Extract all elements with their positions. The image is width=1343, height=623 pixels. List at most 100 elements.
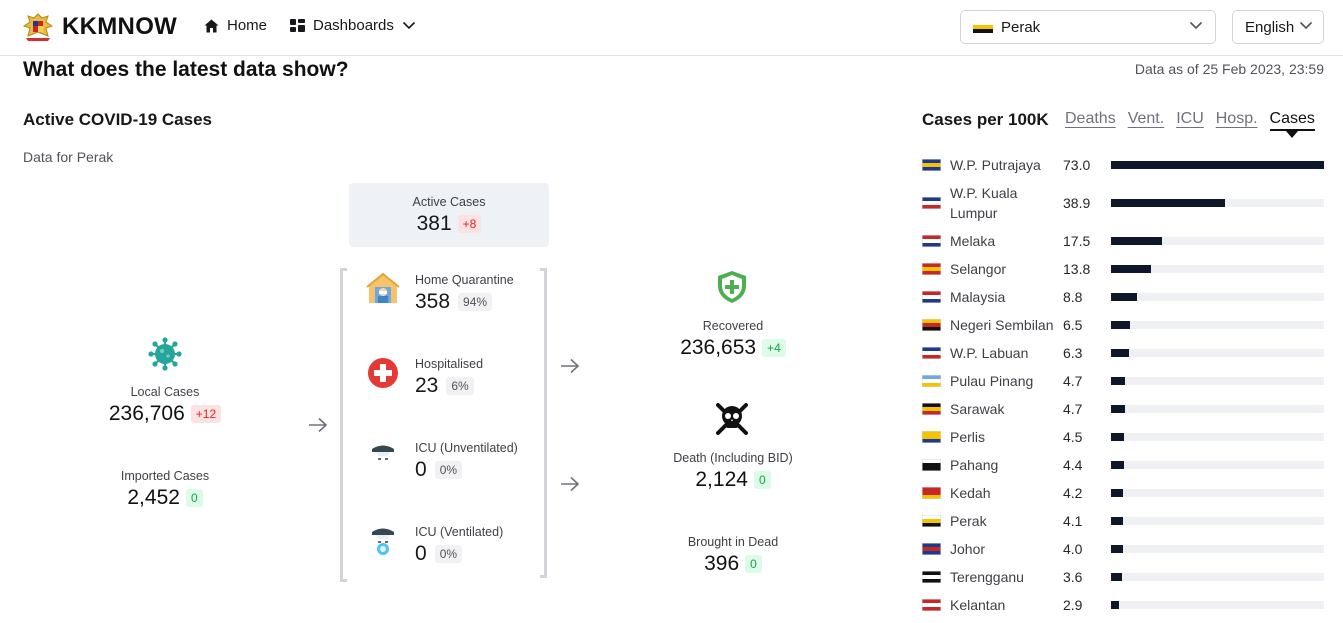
tab-cases[interactable]: Cases xyxy=(1269,110,1315,138)
ranking-bar xyxy=(1111,377,1125,385)
imported-cases-stat: Imported Cases 2,452 0 xyxy=(80,469,250,510)
brought-in-dead-delta: 0 xyxy=(745,555,762,573)
cases-panel-title: Active COVID-19 Cases xyxy=(23,110,212,129)
ranking-state-name: W.P. Putrajaya xyxy=(950,157,1041,173)
nav-home-label: Home xyxy=(227,17,268,34)
icu-unventilated-stat: ICU (Unventilated) 0 0% xyxy=(366,438,536,488)
brand[interactable]: KKMNOW xyxy=(22,12,177,42)
state-flag-icon xyxy=(922,515,941,527)
ranking-bar-track xyxy=(1111,545,1324,553)
ranking-value: 4.2 xyxy=(1063,485,1083,501)
ranking-bar xyxy=(1111,293,1137,301)
language-select[interactable]: English xyxy=(1232,10,1324,44)
cases-panel-subtitle: Data for Perak xyxy=(23,149,114,165)
ranking-bar-track xyxy=(1111,199,1324,207)
tab-hosp[interactable]: Hosp. xyxy=(1215,110,1258,127)
nav-home[interactable]: Home xyxy=(204,17,267,34)
ranking-bar-track xyxy=(1111,349,1324,357)
ranking-row: W.P. Kuala Lumpur 38.9 xyxy=(922,179,1324,227)
state-flag-icon xyxy=(922,487,941,499)
ranking-value: 3.6 xyxy=(1063,569,1083,585)
brought-in-dead-stat: Brought in Dead 396 0 xyxy=(648,535,818,576)
state-select[interactable]: Perak xyxy=(960,10,1216,44)
ranking-state-name: Perak xyxy=(950,513,987,529)
ranking-bar-track xyxy=(1111,461,1324,469)
ranking-row: W.P. Putrajaya 73.0 xyxy=(922,151,1324,179)
recovered-delta: +4 xyxy=(762,339,786,357)
shield-plus-icon xyxy=(718,271,746,303)
ranking-state-name: Kedah xyxy=(950,485,991,501)
hospital-cross-icon xyxy=(368,358,398,388)
ranking-bar-track xyxy=(1111,265,1324,273)
ranking-value: 4.1 xyxy=(1063,513,1083,529)
ranking-value: 4.7 xyxy=(1063,401,1083,417)
ranking-bar xyxy=(1111,161,1324,169)
ranking-state-name: W.P. Labuan xyxy=(950,345,1029,361)
icu-ventilated-stat: ICU (Ventilated) 0 0% xyxy=(366,522,536,572)
death-value: 2,124 xyxy=(695,468,748,491)
imported-cases-value: 2,452 xyxy=(127,486,180,509)
nav-dashboards[interactable]: Dashboards xyxy=(290,17,416,34)
ranking-value: 8.8 xyxy=(1063,289,1083,305)
ranking-tabs: Deaths Vent. ICU Hosp. Cases xyxy=(1065,110,1315,138)
death-label: Death (Including BID) xyxy=(673,451,793,465)
brand-name: KKMNOW xyxy=(62,13,178,40)
ranking-bar xyxy=(1111,601,1119,609)
ranking-bar xyxy=(1111,517,1123,525)
hospitalised-label: Hospitalised xyxy=(415,357,484,371)
ranking-bar-track xyxy=(1111,321,1324,329)
tab-deaths[interactable]: Deaths xyxy=(1065,110,1116,127)
chevron-down-icon xyxy=(402,21,415,30)
ranking-bar xyxy=(1111,405,1125,413)
chevron-down-icon xyxy=(1189,21,1203,30)
brought-in-dead-label: Brought in Dead xyxy=(687,535,779,549)
ranking-bar-track xyxy=(1111,405,1324,413)
ranking-bar xyxy=(1111,573,1122,581)
ranking-row: Sarawak 4.7 xyxy=(922,395,1324,423)
ranking-state-name: Kelantan xyxy=(950,597,1006,613)
arrow-right-icon xyxy=(561,476,580,492)
ranking-value: 2.9 xyxy=(1063,597,1083,613)
ranking-list: W.P. Putrajaya 73.0 W.P. Kuala Lumpur 38.9 M… xyxy=(922,151,1324,619)
tab-vent[interactable]: Vent. xyxy=(1127,110,1165,127)
dashboard-icon xyxy=(290,19,305,32)
coat-of-arms-icon xyxy=(22,13,54,41)
state-flag-icon xyxy=(922,197,941,209)
ranking-value: 4.4 xyxy=(1063,457,1083,473)
ranking-state-name: Pahang xyxy=(950,457,999,473)
state-flag-icon xyxy=(922,375,941,387)
recovered-label: Recovered xyxy=(702,319,764,333)
ranking-value: 6.5 xyxy=(1063,317,1083,333)
ranking-bar xyxy=(1111,349,1129,357)
ranking-row: Kedah 4.2 xyxy=(922,479,1324,507)
icu-unventilated-pct: 0% xyxy=(434,461,463,479)
hospitalised-pct: 6% xyxy=(446,377,474,395)
ranking-bar-track xyxy=(1111,517,1324,525)
icu-bed-icon xyxy=(372,445,394,460)
ranking-state-name: Malaysia xyxy=(950,289,1006,305)
tab-icu[interactable]: ICU xyxy=(1176,110,1204,127)
ranking-bar xyxy=(1111,265,1151,273)
ranking-panel-title: Cases per 100K xyxy=(922,110,1049,129)
state-flag-icon xyxy=(922,403,941,415)
ranking-value: 17.5 xyxy=(1063,233,1091,249)
ranking-state-name: Melaka xyxy=(950,233,996,249)
state-flag-icon xyxy=(922,431,941,443)
state-flag-icon xyxy=(922,571,941,583)
state-flag-icon xyxy=(922,235,941,247)
ranking-value: 6.3 xyxy=(1063,345,1083,361)
local-cases-delta: +12 xyxy=(190,405,222,423)
data-as-of: Data as of 25 Feb 2023, 23:59 xyxy=(1134,61,1324,77)
language-select-value: English xyxy=(1245,18,1295,36)
perak-flag-icon xyxy=(973,21,993,33)
ranking-value: 38.9 xyxy=(1063,195,1091,211)
ranking-bar-track xyxy=(1111,293,1324,301)
ranking-value: 4.5 xyxy=(1063,429,1083,445)
icu-ventilated-label: ICU (Ventilated) xyxy=(415,525,504,539)
ranking-bar-track xyxy=(1111,161,1324,169)
ranking-row: Pahang 4.4 xyxy=(922,451,1324,479)
arrow-right-icon xyxy=(561,358,580,374)
ranking-row: Kelantan 2.9 xyxy=(922,591,1324,619)
local-cases-label: Local Cases xyxy=(130,385,200,399)
ranking-bar-track xyxy=(1111,433,1324,441)
